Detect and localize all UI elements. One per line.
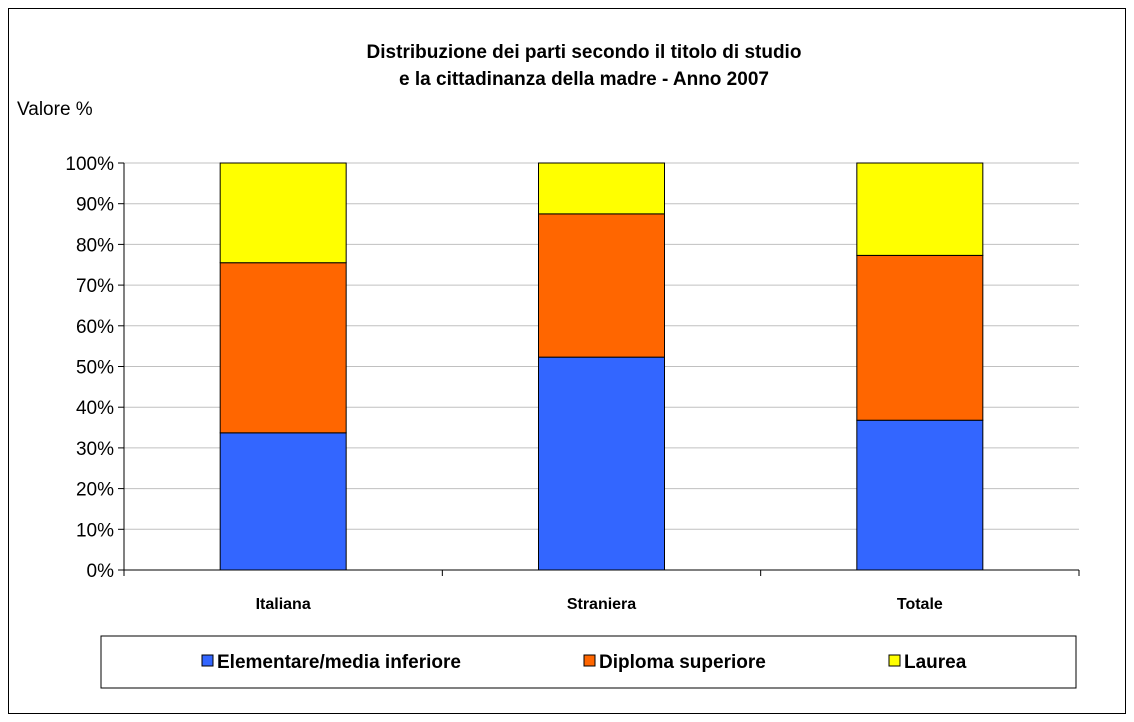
y-axis-label: Valore % bbox=[17, 99, 93, 120]
chart-title-line-2: e la cittadinanza della madre - Anno 200… bbox=[399, 69, 769, 90]
y-tick-label: 10% bbox=[76, 520, 114, 541]
y-tick-label: 60% bbox=[76, 317, 114, 338]
y-tick-label: 20% bbox=[76, 480, 114, 501]
legend-swatch bbox=[583, 654, 596, 667]
y-tick-labels: 0% 10% 20% 30% 40% 50% 60% 70% 80% 90% 100% bbox=[65, 154, 114, 582]
x-tick-labels: Italiana Straniera Totale bbox=[256, 596, 943, 613]
stacked-bar-chart: Distribuzione dei parti secondo il titol… bbox=[17, 42, 1080, 689]
axes bbox=[118, 162, 1080, 576]
chart-title-line-1: Distribuzione dei parti secondo il titol… bbox=[367, 42, 802, 63]
legend-entry: Elementare/media inferiore bbox=[217, 652, 461, 673]
bar-segment bbox=[856, 162, 984, 256]
x-tick-label: Italiana bbox=[256, 596, 311, 613]
bar-segment bbox=[538, 162, 665, 215]
y-tick-label: 90% bbox=[76, 195, 114, 216]
y-tick-label: 50% bbox=[76, 358, 114, 379]
y-tick-label: 40% bbox=[76, 398, 114, 419]
y-tick-label: 70% bbox=[76, 276, 114, 297]
bar-segment bbox=[856, 254, 984, 421]
y-tick-label: 80% bbox=[76, 235, 114, 256]
y-tick-label: 30% bbox=[76, 439, 114, 460]
legend-entry: Laurea bbox=[904, 652, 967, 673]
bar-segment bbox=[538, 356, 665, 571]
y-tick-label: 0% bbox=[87, 561, 115, 582]
legend-entry: Diploma superiore bbox=[599, 652, 766, 673]
chart-frame: Distribuzione dei parti secondo il titol… bbox=[8, 8, 1126, 714]
bar-segment bbox=[219, 162, 347, 264]
bars bbox=[219, 162, 984, 571]
x-tick-label: Straniera bbox=[567, 596, 636, 613]
legend-swatch bbox=[201, 654, 214, 667]
legend-swatch bbox=[888, 654, 901, 667]
x-tick-label: Totale bbox=[897, 596, 943, 613]
legend: Elementare/media inferiore Diploma superi… bbox=[100, 635, 1077, 689]
bar-segment bbox=[219, 432, 347, 571]
bar-segment bbox=[538, 213, 665, 358]
bar-segment bbox=[219, 262, 347, 434]
y-tick-label: 100% bbox=[65, 154, 114, 175]
bar-segment bbox=[856, 419, 984, 571]
